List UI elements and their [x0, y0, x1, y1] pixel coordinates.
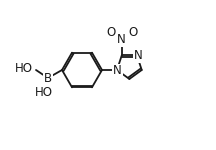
Text: N: N: [113, 64, 122, 78]
Text: HO: HO: [15, 61, 33, 75]
Text: O: O: [128, 26, 137, 39]
Text: HO: HO: [35, 85, 53, 99]
Text: N: N: [134, 49, 142, 62]
Text: O: O: [106, 26, 115, 39]
Text: B: B: [44, 72, 52, 84]
Text: N: N: [117, 33, 126, 46]
